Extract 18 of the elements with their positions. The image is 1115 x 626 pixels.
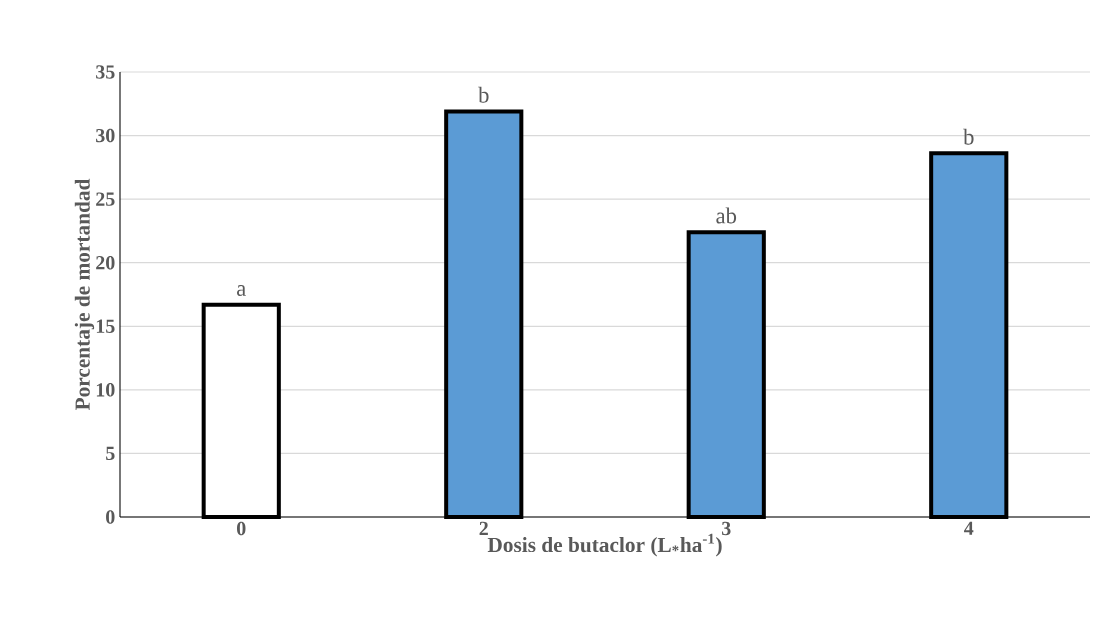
x-tick-label: 4 <box>964 521 974 535</box>
x-axis-title: Dosis de butaclor (L$_{*}$ha$^{-1}$) <box>487 533 722 557</box>
x-tick-label: 0 <box>237 521 246 536</box>
y-tick-label: 5 <box>106 446 115 461</box>
x-tick-label: 3 <box>722 521 731 536</box>
y-tick-label: 10 <box>96 383 115 397</box>
annotation: b <box>478 86 489 103</box>
annotation: ab <box>716 207 737 224</box>
x-tick-label: 2 <box>479 521 488 535</box>
y-tick-label: 20 <box>96 255 115 270</box>
annotation: a <box>237 285 246 296</box>
annotation: b <box>963 128 974 145</box>
y-axis-title: Porcentaje de mortandad <box>74 178 95 411</box>
y-tick-label: 35 <box>96 65 115 79</box>
y-tick-label: 15 <box>96 319 115 333</box>
y-tick-label: 0 <box>106 510 115 524</box>
y-tick-label: 25 <box>96 192 115 206</box>
y-tick-label: 30 <box>96 128 115 143</box>
